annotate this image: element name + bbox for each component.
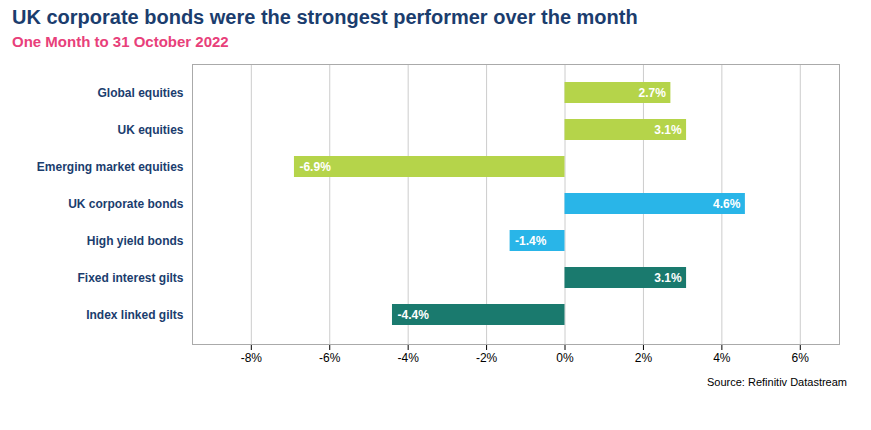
svg-text:-4%: -4% [397,351,419,365]
svg-text:UK corporate bonds: UK corporate bonds [68,197,184,211]
svg-text:6%: 6% [792,351,810,365]
svg-text:2.7%: 2.7% [639,86,667,100]
svg-text:-1.4%: -1.4% [515,234,547,248]
svg-text:4%: 4% [713,351,731,365]
svg-text:-2%: -2% [476,351,498,365]
svg-text:-6%: -6% [319,351,341,365]
svg-text:UK equities: UK equities [117,123,183,137]
svg-text:4.6%: 4.6% [713,197,741,211]
html-text:Source: Refinitiv Datastream: Source: Refinitiv Datastream [707,376,847,388]
svg-text:Index linked gilts: Index linked gilts [86,308,184,322]
svg-text:High yield bonds: High yield bonds [87,234,184,248]
svg-text:-8%: -8% [241,351,263,365]
html-text:One Month to 31 October 2022: One Month to 31 October 2022 [12,33,229,50]
svg-text:0%: 0% [556,351,574,365]
svg-text:Emerging market equities: Emerging market equities [37,160,184,174]
svg-text:-6.9%: -6.9% [299,160,331,174]
svg-text:2%: 2% [635,351,653,365]
svg-text:Fixed interest gilts: Fixed interest gilts [77,271,183,285]
svg-text:Global equities: Global equities [97,86,183,100]
svg-text:-4.4%: -4.4% [397,308,429,322]
html-text:UK corporate bonds were the st: UK corporate bonds were the strongest pe… [12,6,638,28]
svg-text:3.1%: 3.1% [654,123,682,137]
svg-text:3.1%: 3.1% [654,271,682,285]
